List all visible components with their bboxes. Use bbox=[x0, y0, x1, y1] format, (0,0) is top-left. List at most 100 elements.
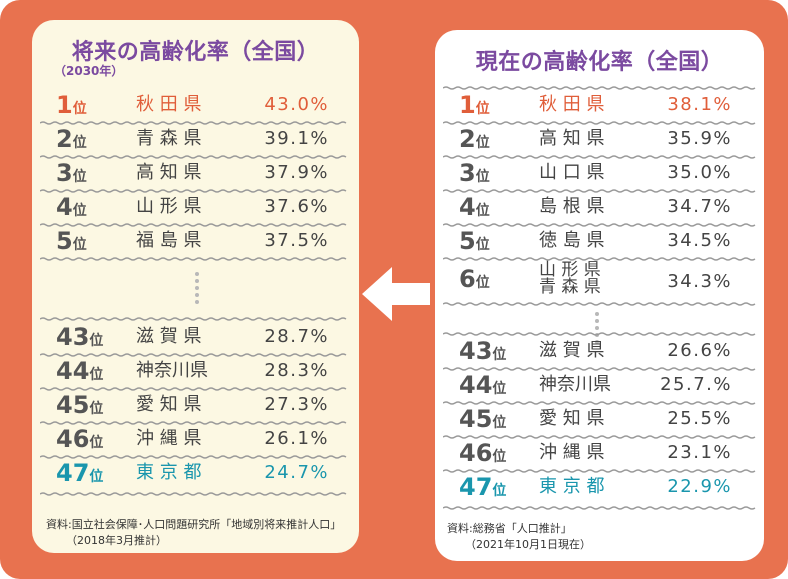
ranking-row: 2位 高 知 県 35.9% bbox=[435, 122, 764, 156]
aging-rate-value: 43.0% bbox=[264, 94, 329, 115]
row-separator bbox=[443, 302, 756, 306]
rank-suffix: 位 bbox=[72, 169, 87, 185]
ranking-row: 2位 青 森 県 39.1% bbox=[32, 122, 359, 156]
prefecture-name: 山 口 県 bbox=[539, 162, 605, 183]
aging-rate-value: 34.5% bbox=[667, 230, 732, 251]
prefecture-name: 沖 縄 県 bbox=[136, 428, 202, 449]
rank-suffix: 位 bbox=[492, 347, 507, 363]
rank-number: 45 bbox=[56, 391, 90, 419]
panel-title: 現在の高齢化率（全国） bbox=[475, 50, 724, 75]
ranking-row: 4位 島 根 県 34.7% bbox=[435, 190, 764, 224]
row-separator bbox=[443, 367, 756, 371]
source-note: 資料:総務省「人口推計」 bbox=[447, 522, 572, 535]
rank-number: 47 bbox=[459, 473, 493, 501]
vertical-dots-icon bbox=[195, 272, 201, 304]
row-separator bbox=[40, 492, 347, 496]
rank-label: 46位 bbox=[459, 436, 506, 470]
rank-label: 44位 bbox=[459, 368, 506, 402]
aging-rate-value: 28.7% bbox=[264, 326, 329, 347]
prefecture-name: 青 森 県 bbox=[136, 128, 202, 149]
rank-number: 47 bbox=[56, 459, 90, 487]
prefecture-name: 徳 島 県 bbox=[539, 230, 605, 251]
row-separator bbox=[443, 469, 756, 473]
row-separator bbox=[443, 506, 756, 510]
rank-suffix: 位 bbox=[475, 169, 490, 185]
rank-number: 43 bbox=[56, 323, 90, 351]
aging-rate-value: 37.9% bbox=[264, 162, 329, 183]
rank-suffix: 位 bbox=[89, 401, 104, 417]
prefecture-name: 青 森 県 bbox=[539, 277, 601, 297]
row-separator bbox=[443, 332, 756, 336]
aging-rate-value: 35.9% bbox=[667, 128, 732, 149]
rank-label: 4位 bbox=[56, 190, 87, 224]
ranking-row: 5位 福 島 県 37.5% bbox=[32, 224, 359, 258]
row-separator bbox=[443, 121, 756, 125]
rank-number: 5 bbox=[56, 227, 73, 255]
prefecture-name-pair: 山 形 県青 森 県 bbox=[539, 262, 601, 302]
rank-number: 6 bbox=[459, 265, 476, 293]
prefecture-name: 山 形 県 bbox=[539, 260, 601, 280]
rank-label: 46位 bbox=[56, 422, 103, 456]
ranking-row: 3位 高 知 県 37.9% bbox=[32, 156, 359, 190]
row-separator bbox=[443, 189, 756, 193]
rank-suffix: 位 bbox=[72, 203, 87, 219]
rank-label: 3位 bbox=[459, 156, 490, 190]
rank-label: 47位 bbox=[56, 456, 103, 490]
row-separator bbox=[443, 401, 756, 405]
row-separator bbox=[40, 257, 347, 261]
row-separator bbox=[443, 257, 756, 261]
prefecture-name: 愛 知 県 bbox=[539, 408, 605, 429]
rank-label: 43位 bbox=[56, 320, 103, 354]
row-separator bbox=[40, 155, 347, 159]
rank-suffix: 位 bbox=[89, 469, 104, 485]
rank-number: 2 bbox=[56, 125, 73, 153]
source-date: （2018年3月推計） bbox=[66, 534, 167, 547]
rank-label: 45位 bbox=[459, 402, 506, 436]
rank-number: 3 bbox=[459, 159, 476, 187]
prefecture-name: 福 島 県 bbox=[136, 230, 202, 251]
rank-number: 5 bbox=[459, 227, 476, 255]
row-separator bbox=[40, 421, 347, 425]
rank-suffix: 位 bbox=[492, 449, 507, 465]
prefecture-name: 島 根 県 bbox=[539, 196, 605, 217]
ranking-row: 43位 滋 賀 県 28.7% bbox=[32, 320, 359, 354]
aging-rate-value: 26.6% bbox=[667, 340, 732, 361]
source-date: （2021年10月1日現在） bbox=[465, 538, 591, 551]
rank-number: 1 bbox=[56, 91, 73, 119]
ranking-row: 44位 神奈川県 28.3% bbox=[32, 354, 359, 388]
rank-number: 46 bbox=[459, 439, 493, 467]
row-separator bbox=[443, 435, 756, 439]
rank-label: 4位 bbox=[459, 190, 490, 224]
prefecture-name: 秋 田 県 bbox=[539, 94, 605, 115]
rank-label: 3位 bbox=[56, 156, 87, 190]
prefecture-name: 高 知 県 bbox=[136, 162, 202, 183]
rank-label: 1位 bbox=[459, 88, 490, 122]
rank-suffix: 位 bbox=[89, 333, 104, 349]
ranking-row: 5位 徳 島 県 34.5% bbox=[435, 224, 764, 258]
rank-suffix: 位 bbox=[492, 415, 507, 431]
rank-number: 43 bbox=[459, 337, 493, 365]
aging-rate-value: 34.7% bbox=[667, 196, 732, 217]
aging-rate-value: 28.3% bbox=[264, 360, 329, 381]
row-separator bbox=[40, 353, 347, 357]
rank-suffix: 位 bbox=[72, 237, 87, 253]
aging-rate-value: 26.1% bbox=[264, 428, 329, 449]
ranking-row: 46位 沖 縄 県 23.1% bbox=[435, 436, 764, 470]
rank-label: 5位 bbox=[459, 224, 490, 258]
prefecture-name: 滋 賀 県 bbox=[539, 340, 605, 361]
panel-subtitle: （2030年） bbox=[54, 64, 124, 78]
ranking-row: 45位 愛 知 県 25.5% bbox=[435, 402, 764, 436]
row-separator bbox=[443, 155, 756, 159]
aging-rate-value: 25.5% bbox=[667, 408, 732, 429]
rank-number: 4 bbox=[56, 193, 73, 221]
rank-suffix: 位 bbox=[475, 237, 490, 253]
row-separator bbox=[40, 455, 347, 459]
rank-label: 1位 bbox=[56, 88, 87, 122]
ranking-row: 47位 東 京 都 24.7% bbox=[32, 456, 359, 490]
rank-number: 4 bbox=[459, 193, 476, 221]
row-separator bbox=[40, 317, 347, 321]
rank-suffix: 位 bbox=[475, 203, 490, 219]
aging-rate-value: 34.3% bbox=[667, 271, 732, 292]
aging-rate-value: 37.6% bbox=[264, 196, 329, 217]
